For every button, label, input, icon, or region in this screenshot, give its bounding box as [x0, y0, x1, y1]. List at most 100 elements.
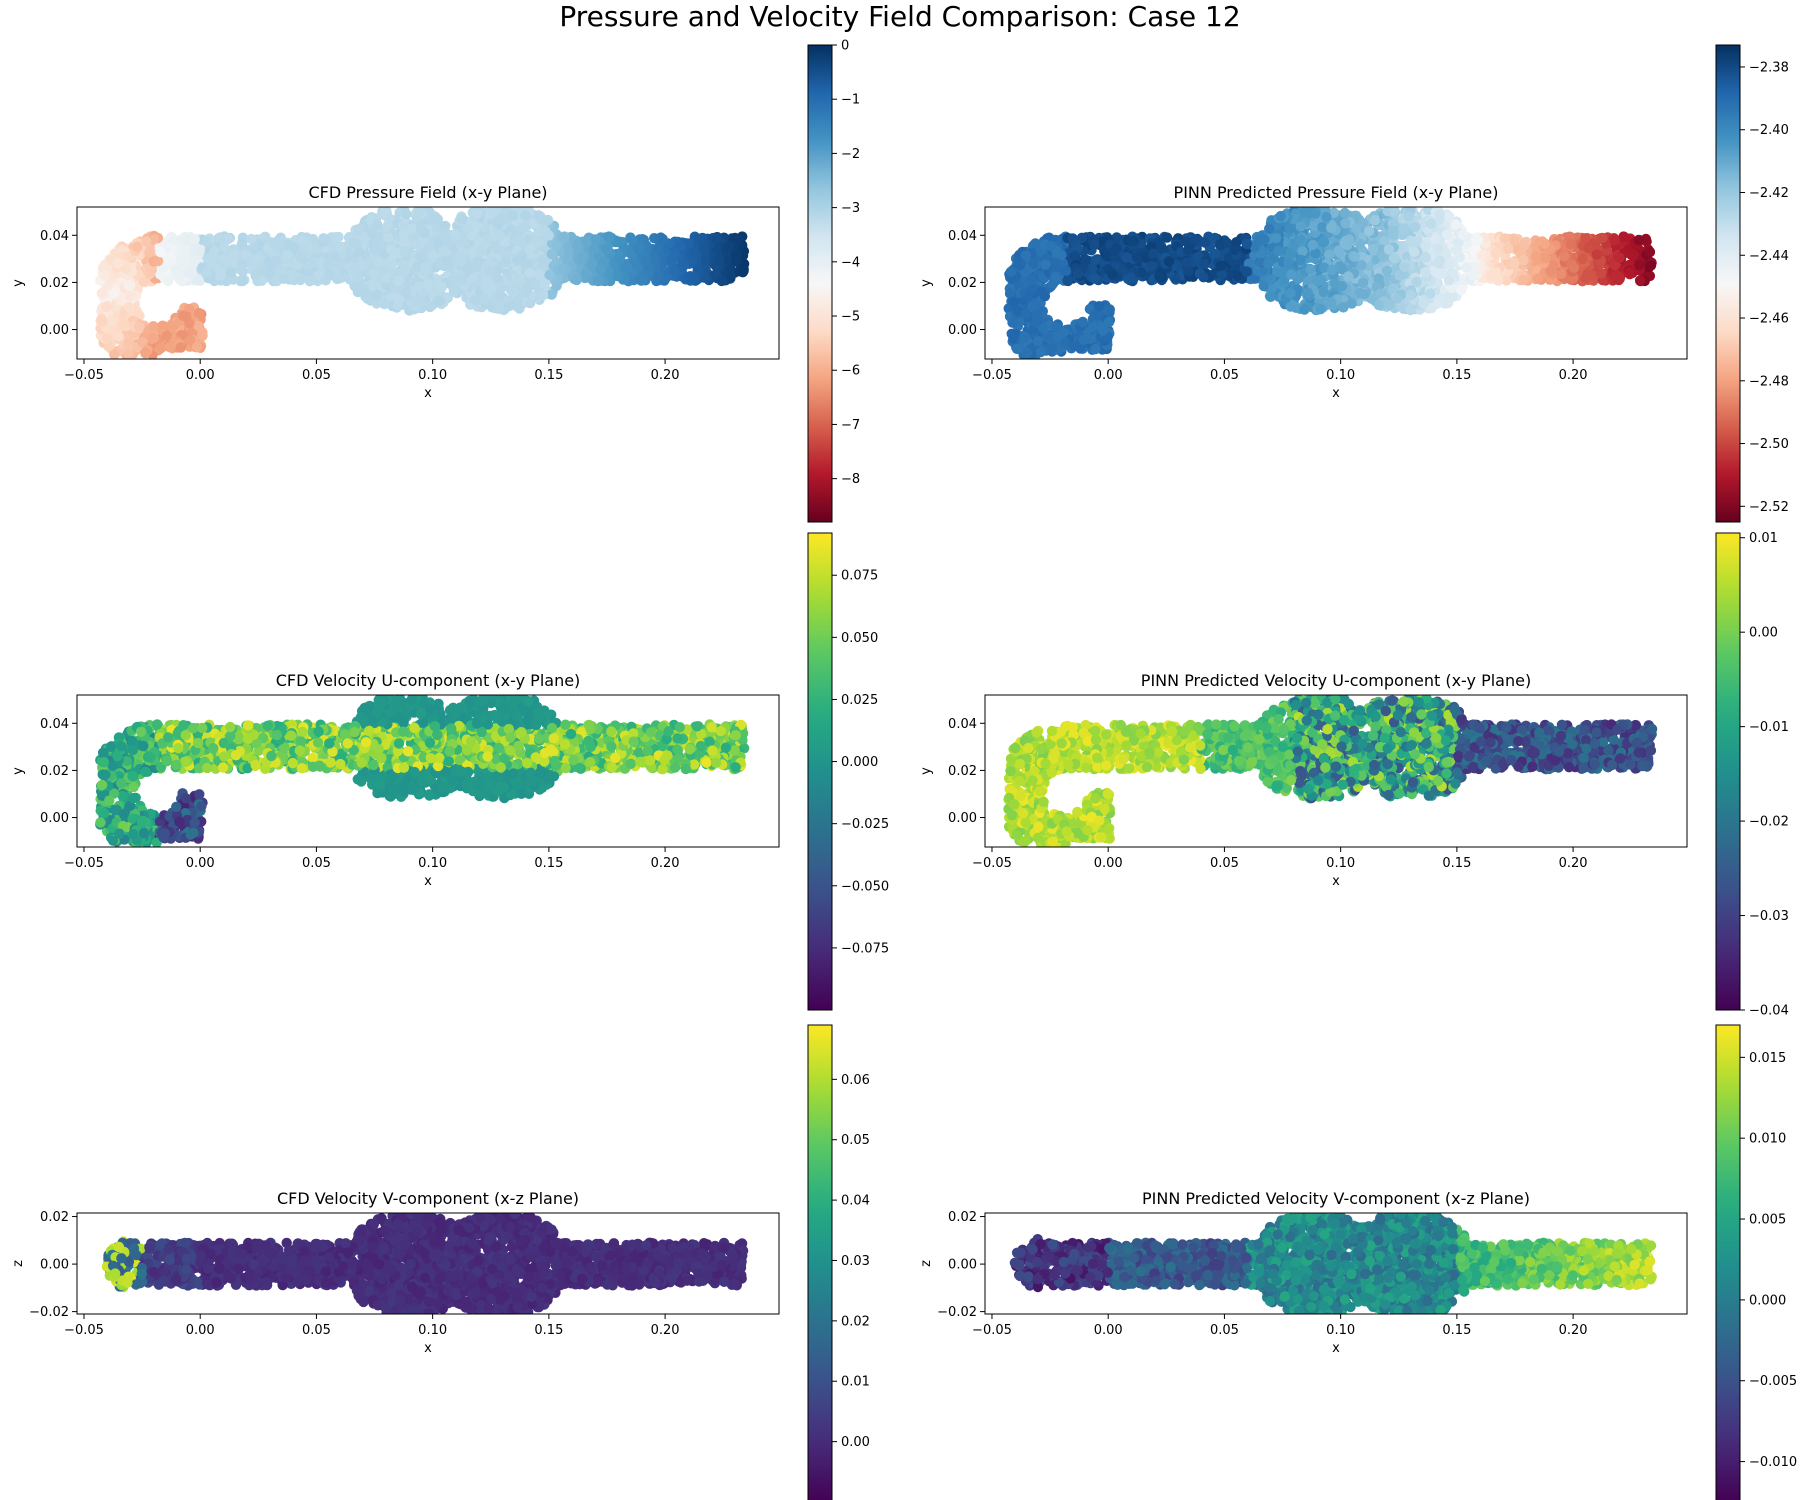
scatter-point — [379, 298, 390, 310]
scatter-point — [1103, 316, 1115, 328]
scatter-point — [123, 302, 134, 313]
scatter-point — [482, 233, 493, 244]
scatter-point — [471, 261, 482, 272]
scatter-point — [456, 213, 468, 225]
scatter-point — [415, 251, 426, 262]
scatter-point — [713, 254, 725, 265]
scatter-point — [731, 255, 742, 266]
scatter-point — [125, 280, 136, 291]
scatter-points — [95, 207, 750, 359]
scatter-point — [335, 260, 347, 271]
scatter-point — [353, 223, 365, 235]
scatter-point — [649, 252, 660, 264]
scatter-point — [215, 270, 226, 281]
scatter-point — [564, 247, 575, 258]
scatter-point — [1628, 249, 1640, 260]
scatter-point — [512, 235, 523, 246]
scatter-point — [164, 341, 175, 353]
scatter-point — [602, 244, 613, 255]
scatter-point — [524, 297, 536, 309]
x-tick-label: −0.05 — [64, 368, 104, 383]
scatter-point — [201, 267, 212, 278]
scatter-point — [456, 236, 468, 247]
scatter-point — [175, 342, 186, 353]
scatter-points — [1003, 207, 1657, 359]
scatter-point — [1532, 273, 1544, 284]
scatter-point — [653, 270, 664, 282]
scatter-point — [1264, 290, 1276, 302]
scatter-point — [603, 231, 615, 242]
scatter-point — [414, 297, 425, 308]
scatter-point — [209, 245, 220, 257]
scatter-point — [152, 255, 164, 267]
scatter-point — [399, 237, 410, 248]
scatter-point — [399, 246, 411, 257]
scatter-point — [272, 238, 283, 249]
scatter-point — [1610, 269, 1622, 281]
scatter-point — [686, 256, 697, 268]
scatter-point — [174, 269, 185, 281]
x-tick-label: 0.10 — [418, 368, 447, 383]
scatter-point — [1040, 259, 1051, 270]
scatter-point — [393, 275, 405, 286]
scatter-point — [256, 275, 267, 286]
scatter-point — [507, 210, 519, 221]
scatter-point — [282, 249, 294, 260]
scatter-point — [141, 236, 152, 247]
scatter-point — [1318, 236, 1330, 248]
y-tick-label: 0.02 — [40, 276, 69, 291]
scatter-point — [701, 254, 712, 265]
scatter-point — [669, 265, 680, 276]
scatter-point — [456, 256, 467, 267]
scatter-point — [133, 321, 145, 332]
scatter-point — [1403, 211, 1414, 222]
scatter-point — [683, 238, 694, 249]
scatter-point — [1405, 304, 1416, 316]
scatter-point — [329, 251, 340, 263]
colorbar-tick-label: −5 — [841, 310, 860, 325]
scatter-point — [113, 331, 124, 342]
scatter-point — [543, 230, 554, 241]
scatter-point — [148, 234, 160, 245]
scatter-point — [571, 274, 582, 286]
scatter-point — [613, 248, 624, 260]
scatter-point — [577, 252, 588, 263]
scatter-point — [194, 245, 206, 256]
scatter-point — [415, 222, 427, 233]
colorbar-tick-label: −4 — [841, 255, 860, 270]
scatter-point — [103, 341, 114, 352]
scatter-point — [250, 254, 261, 266]
scatter-point — [1430, 234, 1442, 245]
scatter-point — [235, 263, 247, 274]
colorbar-tick-label: 0 — [841, 39, 849, 54]
scatter-point — [474, 246, 486, 257]
scatter-point — [264, 267, 276, 278]
scatter-point — [711, 234, 722, 245]
scatter-point — [155, 342, 167, 354]
scatter-point — [349, 280, 360, 292]
scatter-point — [218, 253, 229, 264]
scatter-point — [1618, 231, 1629, 242]
scatter-point — [295, 274, 306, 286]
scatter-point — [373, 257, 384, 268]
scatter-point — [1577, 253, 1589, 265]
scatter-point — [420, 261, 431, 273]
scatter-point — [102, 333, 113, 344]
scatter-point — [121, 263, 132, 275]
scatter-point — [148, 332, 160, 344]
scatter-point — [725, 271, 736, 282]
scatter-point — [401, 287, 412, 298]
scatter-point — [304, 276, 315, 287]
scatter-point — [688, 272, 699, 283]
scatter-point — [493, 303, 504, 314]
scatter-point — [595, 264, 606, 275]
scatter-point — [433, 236, 444, 247]
scatter-point — [551, 240, 562, 252]
scatter-point — [185, 335, 196, 346]
scatter-point — [542, 214, 554, 226]
scatter-point — [502, 248, 513, 259]
scatter-point — [500, 256, 512, 268]
scatter-point — [1047, 343, 1058, 354]
scatter-point — [557, 263, 568, 274]
